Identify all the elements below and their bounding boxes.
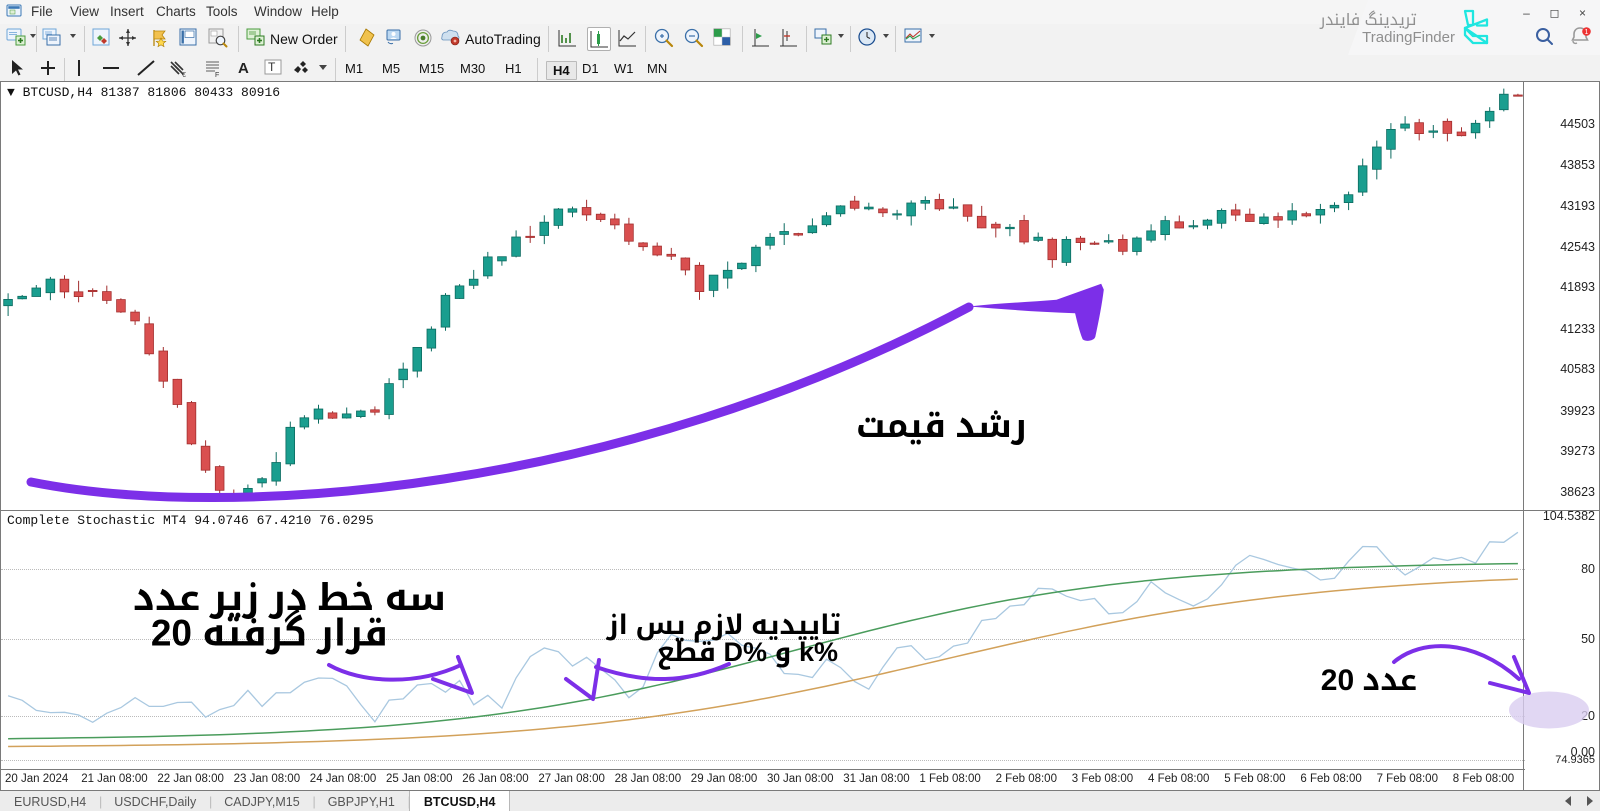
svg-text:TradingFinder: TradingFinder: [1362, 29, 1455, 46]
svg-text:تریدینگ فایندر: تریدینگ فایندر: [1319, 10, 1417, 30]
svg-text:€: €: [182, 72, 186, 78]
svg-text:A: A: [238, 60, 249, 77]
svg-text:F: F: [215, 72, 219, 78]
svg-text:1: 1: [1585, 29, 1589, 36]
svg-text:T: T: [268, 60, 276, 74]
